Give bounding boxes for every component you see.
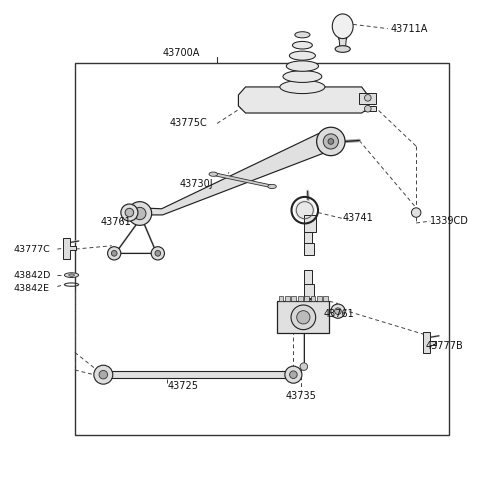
Circle shape xyxy=(364,94,371,101)
Bar xyxy=(304,296,309,301)
Circle shape xyxy=(133,207,146,220)
Ellipse shape xyxy=(295,32,310,38)
Ellipse shape xyxy=(64,273,79,278)
Circle shape xyxy=(111,251,117,256)
Ellipse shape xyxy=(291,72,299,79)
Circle shape xyxy=(294,200,315,221)
Bar xyxy=(304,270,312,299)
Text: 43711A: 43711A xyxy=(390,24,428,34)
Circle shape xyxy=(94,365,113,384)
Polygon shape xyxy=(63,238,76,258)
Circle shape xyxy=(323,134,338,149)
Text: 43725: 43725 xyxy=(168,381,198,390)
Text: 43775C: 43775C xyxy=(169,119,207,128)
Circle shape xyxy=(155,251,161,256)
Circle shape xyxy=(121,204,138,221)
Ellipse shape xyxy=(289,51,315,60)
Text: 43777B: 43777B xyxy=(426,341,463,351)
Text: 43761: 43761 xyxy=(324,309,355,320)
Circle shape xyxy=(285,366,302,383)
Circle shape xyxy=(364,106,371,112)
Bar xyxy=(285,296,290,301)
Circle shape xyxy=(317,127,345,156)
Circle shape xyxy=(411,208,421,217)
Text: 43842D: 43842D xyxy=(13,270,50,280)
Circle shape xyxy=(291,305,316,330)
Circle shape xyxy=(128,201,152,226)
Bar xyxy=(304,232,312,252)
Polygon shape xyxy=(135,134,342,215)
Bar xyxy=(323,296,328,301)
Circle shape xyxy=(99,370,108,379)
Circle shape xyxy=(331,304,345,318)
Text: 43700A: 43700A xyxy=(163,48,200,58)
Polygon shape xyxy=(212,172,273,188)
Polygon shape xyxy=(423,333,436,353)
Text: 43761: 43761 xyxy=(101,217,132,227)
Polygon shape xyxy=(239,87,369,113)
Bar xyxy=(304,243,314,255)
Polygon shape xyxy=(360,93,376,104)
Ellipse shape xyxy=(335,46,350,53)
Bar xyxy=(298,296,302,301)
Text: 43730J: 43730J xyxy=(179,179,213,189)
Polygon shape xyxy=(360,106,376,111)
Text: 43777C: 43777C xyxy=(13,244,50,254)
Bar xyxy=(304,284,314,298)
Polygon shape xyxy=(339,36,347,48)
Ellipse shape xyxy=(209,172,217,176)
Circle shape xyxy=(289,371,297,378)
Bar xyxy=(317,296,322,301)
Circle shape xyxy=(328,139,334,144)
Text: 1339CD: 1339CD xyxy=(431,216,469,226)
Bar xyxy=(279,296,284,301)
Bar xyxy=(277,301,329,334)
Circle shape xyxy=(300,363,308,370)
Bar xyxy=(103,371,295,378)
Ellipse shape xyxy=(69,274,74,276)
Ellipse shape xyxy=(280,80,325,94)
Circle shape xyxy=(335,308,341,314)
Bar xyxy=(304,215,316,231)
Circle shape xyxy=(108,247,121,260)
Text: 43735: 43735 xyxy=(286,391,317,402)
Circle shape xyxy=(297,311,310,324)
Text: 43741: 43741 xyxy=(343,213,373,223)
Ellipse shape xyxy=(268,184,276,188)
Bar xyxy=(75,63,449,435)
Text: 43842E: 43842E xyxy=(13,284,49,293)
Ellipse shape xyxy=(292,41,312,49)
Circle shape xyxy=(125,208,133,217)
Ellipse shape xyxy=(332,14,353,39)
Circle shape xyxy=(151,247,165,260)
Ellipse shape xyxy=(283,70,322,82)
Bar xyxy=(304,302,317,321)
Ellipse shape xyxy=(286,61,319,71)
Bar xyxy=(291,296,296,301)
Bar xyxy=(311,296,315,301)
